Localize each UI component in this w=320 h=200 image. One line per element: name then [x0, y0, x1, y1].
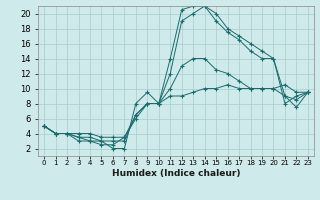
X-axis label: Humidex (Indice chaleur): Humidex (Indice chaleur): [112, 169, 240, 178]
